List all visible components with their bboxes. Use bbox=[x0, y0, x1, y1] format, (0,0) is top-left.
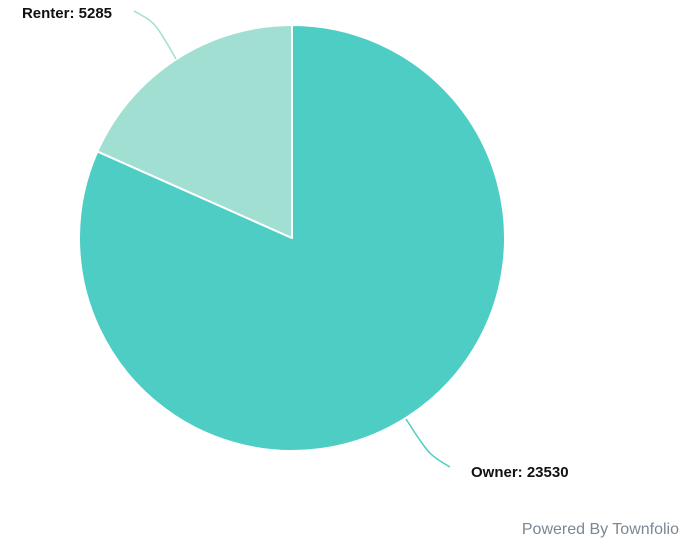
pie-slices bbox=[78, 24, 506, 452]
data-labels: Owner: 23530 Renter: 5285 bbox=[22, 5, 569, 481]
label-connectors bbox=[133, 10, 451, 468]
pie-slice-renter[interactable] bbox=[96, 24, 293, 239]
connector-renter bbox=[133, 10, 177, 60]
data-label-owner: Owner: 23530 bbox=[471, 464, 569, 481]
powered-by-credit[interactable]: Powered By Townfolio bbox=[521, 521, 679, 538]
data-label-renter: Renter: 5285 bbox=[22, 5, 112, 22]
connector-owner bbox=[405, 418, 451, 468]
